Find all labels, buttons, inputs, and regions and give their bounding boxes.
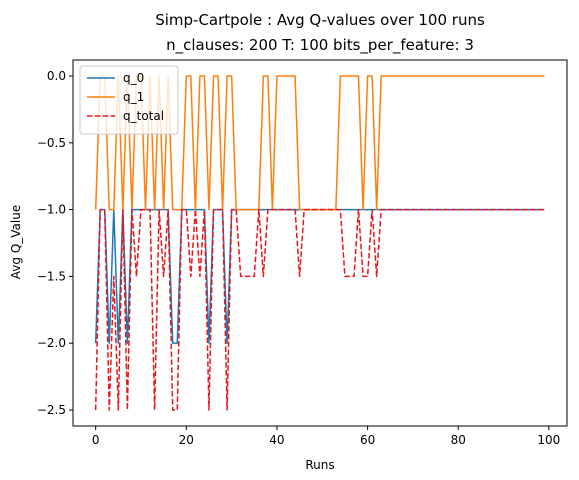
legend-label-q-total: q_total: [123, 109, 164, 123]
legend-label-q-1: q_1: [123, 90, 144, 104]
series-line-q-total: [94, 208, 545, 411]
y-tick-label: −2.5: [37, 403, 66, 417]
legend: q_0 q_1 q_total: [79, 65, 179, 135]
y-tick-label: −1.0: [37, 203, 66, 217]
y-tick-label: 0.0: [47, 69, 66, 83]
legend-label-q-0: q_0: [123, 71, 144, 85]
x-axis-label: Runs: [305, 458, 334, 472]
x-tick-label: 40: [269, 433, 284, 447]
y-tick-label: −2.0: [37, 336, 66, 350]
y-tick-label: −0.5: [37, 136, 66, 150]
x-tick-label: 20: [179, 433, 194, 447]
y-axis-label: Avg Q_Value: [9, 205, 23, 279]
chart-title: Simp-Cartpole : Avg Q-values over 100 ru…: [155, 11, 485, 29]
x-tick-label: 80: [451, 433, 466, 447]
x-tick-label: 0: [92, 433, 100, 447]
x-tick-label: 60: [360, 433, 375, 447]
plot-area: 0 20 40 60 80 100 0.0 −0.5 −1.0 −1.5 −2.0 −2.5: [37, 59, 568, 447]
axes-frame: [72, 59, 568, 427]
x-tick-label: 100: [537, 433, 560, 447]
legend-box: [79, 65, 179, 135]
chart-subtitle: n_clauses: 200 T: 100 bits_per_feature: …: [166, 36, 474, 55]
y-tick-label: −1.5: [37, 269, 66, 283]
